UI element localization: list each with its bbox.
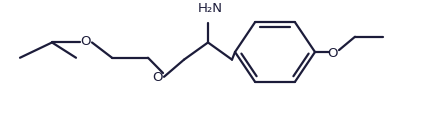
Text: O: O xyxy=(81,35,91,48)
Text: O: O xyxy=(328,46,338,59)
Text: O: O xyxy=(153,71,163,84)
Text: H₂N: H₂N xyxy=(198,2,223,15)
